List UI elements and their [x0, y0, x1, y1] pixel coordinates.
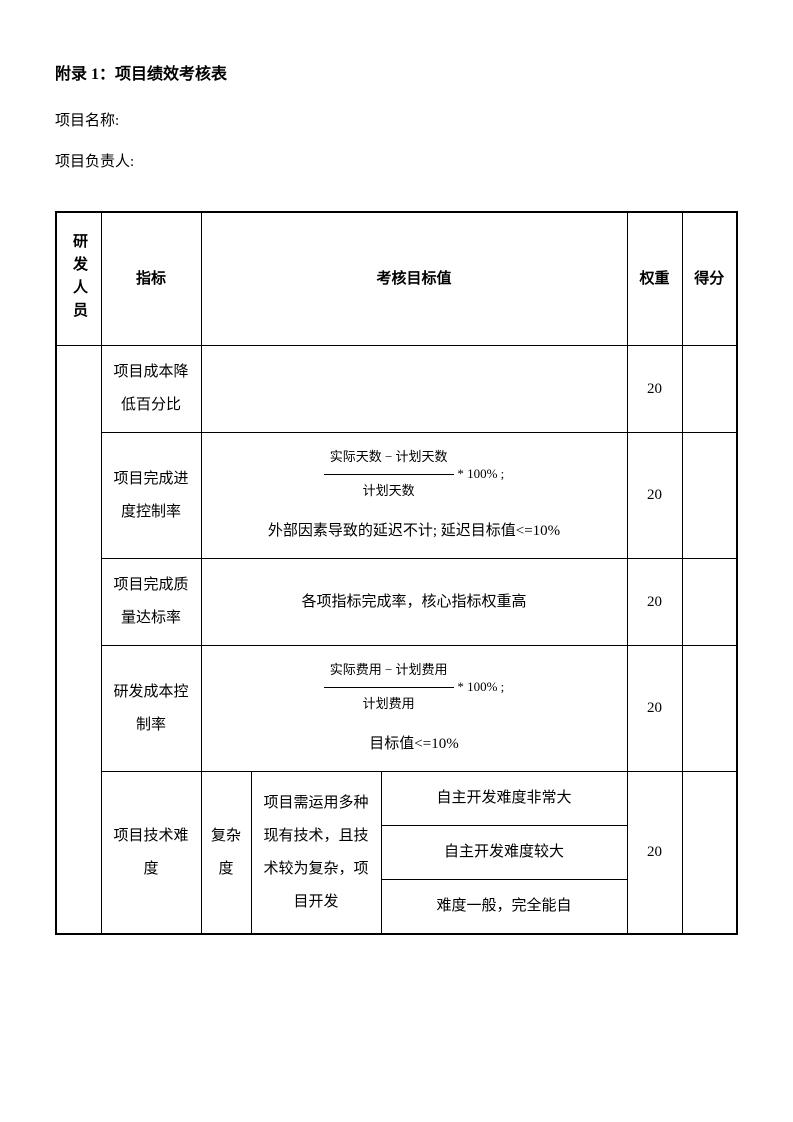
metric-cell: 项目成本降低百分比	[101, 346, 201, 433]
header-weight: 权重	[627, 212, 682, 346]
table-row: 研发成本控制率 实际费用 − 计划费用 计划费用 * 100% ; 目标值<=1…	[56, 646, 737, 772]
weight-cell: 20	[627, 559, 682, 646]
performance-table: 研发人员 指标 考核目标值 权重 得分 项目成本降低百分比 20 项目完成进度控…	[55, 211, 738, 935]
weight-cell: 20	[627, 346, 682, 433]
score-cell	[682, 433, 737, 559]
appendix-title: 附录 1：项目绩效考核表	[55, 60, 738, 84]
target-cell: 实际天数 − 计划天数 计划天数 * 100% ; 外部因素导致的延迟不计; 延…	[201, 433, 627, 559]
table-row: 项目完成质量达标率 各项指标完成率，核心指标权重高 20	[56, 559, 737, 646]
metric-cell: 项目技术难度	[101, 772, 201, 935]
score-cell	[682, 772, 737, 935]
header-score: 得分	[682, 212, 737, 346]
formula-note: 目标值<=10%	[207, 728, 622, 761]
table-row: 项目技术难度 复杂度 项目需运用多种现有技术，且技术较为复杂，项目开发 自主开发…	[56, 772, 737, 826]
metric-cell: 研发成本控制率	[101, 646, 201, 772]
formula-suffix: * 100% ;	[457, 679, 504, 694]
category-cell	[56, 346, 101, 935]
formula-note: 外部因素导致的延迟不计; 延迟目标值<=10%	[207, 515, 622, 548]
project-name-label: 项目名称:	[55, 109, 738, 130]
target-cell	[201, 346, 627, 433]
weight-cell: 20	[627, 433, 682, 559]
formula-numerator: 实际天数 − 计划天数	[324, 443, 454, 475]
sub-label-cell: 复杂度	[201, 772, 251, 935]
metric-cell: 项目完成质量达标率	[101, 559, 201, 646]
formula-numerator: 实际费用 − 计划费用	[324, 656, 454, 688]
target-cell: 实际费用 − 计划费用 计划费用 * 100% ; 目标值<=10%	[201, 646, 627, 772]
header-target: 考核目标值	[201, 212, 627, 346]
table-row: 项目完成进度控制率 实际天数 − 计划天数 计划天数 * 100% ; 外部因素…	[56, 433, 737, 559]
sub-desc-cell: 项目需运用多种现有技术，且技术较为复杂，项目开发	[251, 772, 381, 935]
header-category: 研发人员	[56, 212, 101, 346]
score-cell	[682, 346, 737, 433]
project-manager-label: 项目负责人:	[55, 150, 738, 171]
table-header-row: 研发人员 指标 考核目标值 权重 得分	[56, 212, 737, 346]
score-cell	[682, 559, 737, 646]
sub-item-cell: 自主开发难度较大	[381, 826, 627, 880]
sub-item-cell: 自主开发难度非常大	[381, 772, 627, 826]
formula-denominator: 计划费用	[324, 688, 454, 719]
formula-denominator: 计划天数	[324, 475, 454, 506]
target-cell: 各项指标完成率，核心指标权重高	[201, 559, 627, 646]
formula-suffix: * 100% ;	[457, 466, 504, 481]
header-metric: 指标	[101, 212, 201, 346]
weight-cell: 20	[627, 646, 682, 772]
weight-cell: 20	[627, 772, 682, 935]
formula-fraction: 实际天数 − 计划天数 计划天数	[324, 443, 454, 505]
metric-cell: 项目完成进度控制率	[101, 433, 201, 559]
sub-item-cell: 难度一般，完全能自	[381, 880, 627, 935]
score-cell	[682, 646, 737, 772]
formula-fraction: 实际费用 − 计划费用 计划费用	[324, 656, 454, 718]
table-row: 项目成本降低百分比 20	[56, 346, 737, 433]
header-category-text: 研发人员	[62, 223, 95, 335]
